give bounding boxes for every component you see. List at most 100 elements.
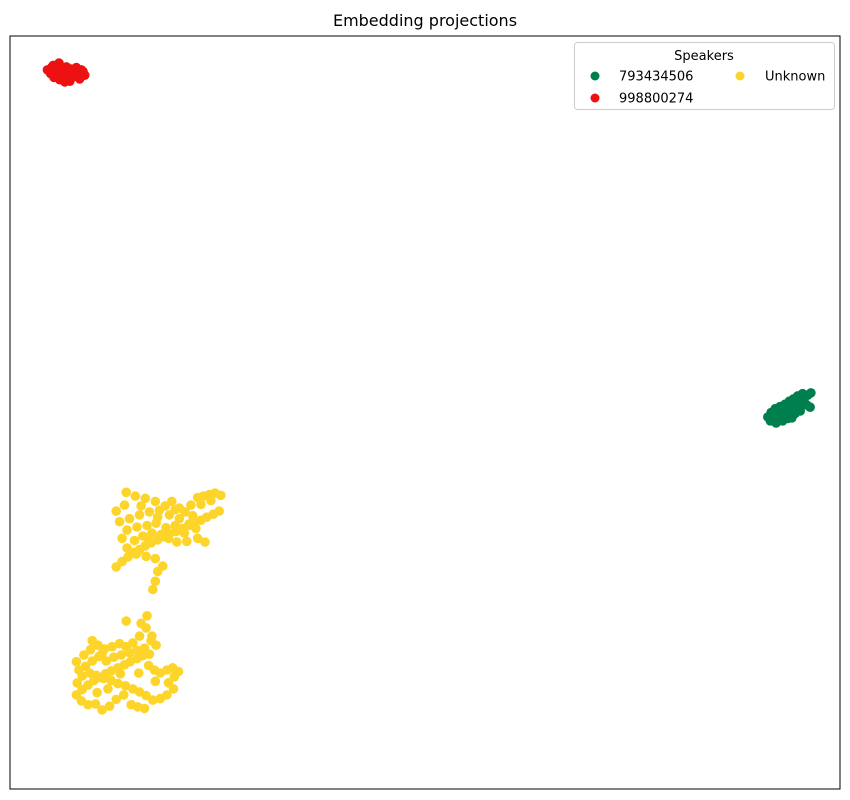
point-unknown bbox=[192, 533, 203, 544]
point-unknown bbox=[156, 529, 166, 540]
point-unknown bbox=[87, 635, 97, 646]
point-unknown bbox=[167, 496, 177, 507]
point-unknown bbox=[121, 487, 131, 498]
point-unknown bbox=[118, 690, 129, 700]
point-793434506 bbox=[795, 406, 805, 416]
point-unknown bbox=[142, 611, 152, 621]
point-unknown bbox=[146, 635, 156, 646]
point-unknown bbox=[124, 647, 135, 658]
point-unknown bbox=[152, 566, 163, 577]
point-998800274 bbox=[78, 66, 88, 77]
point-unknown bbox=[150, 676, 161, 687]
point-unknown bbox=[164, 510, 175, 520]
point-unknown bbox=[85, 644, 96, 655]
point-unknown bbox=[115, 669, 126, 679]
point-unknown bbox=[170, 520, 180, 531]
point-unknown bbox=[148, 584, 158, 595]
point-unknown bbox=[109, 652, 119, 662]
point-unknown bbox=[101, 656, 112, 666]
point-unknown bbox=[71, 656, 82, 667]
data-points-layer bbox=[42, 58, 816, 715]
point-793434506 bbox=[806, 388, 816, 398]
point-unknown bbox=[103, 684, 113, 694]
point-unknown bbox=[216, 490, 226, 501]
point-unknown bbox=[150, 496, 161, 507]
point-unknown bbox=[72, 678, 82, 688]
legend-label-unknown: Unknown bbox=[765, 70, 825, 85]
point-unknown bbox=[152, 512, 163, 522]
point-unknown bbox=[104, 701, 115, 711]
point-unknown bbox=[97, 648, 107, 659]
point-unknown bbox=[142, 520, 152, 531]
point-unknown bbox=[161, 522, 171, 533]
point-unknown bbox=[84, 668, 95, 678]
point-793434506 bbox=[799, 393, 810, 404]
point-998800274 bbox=[65, 76, 75, 86]
point-unknown bbox=[116, 650, 126, 660]
point-unknown bbox=[168, 684, 179, 694]
point-793434506 bbox=[805, 402, 815, 413]
point-unknown bbox=[140, 493, 151, 504]
point-unknown bbox=[134, 631, 145, 641]
point-unknown bbox=[206, 495, 216, 506]
legend-title: Speakers bbox=[674, 49, 734, 64]
point-unknown bbox=[182, 536, 192, 547]
legend-box bbox=[574, 42, 835, 110]
point-793434506 bbox=[787, 413, 797, 423]
point-unknown bbox=[150, 553, 161, 564]
point-unknown bbox=[106, 675, 117, 686]
point-unknown bbox=[174, 503, 185, 513]
point-unknown bbox=[139, 703, 150, 714]
plot-area-frame bbox=[9, 35, 841, 790]
point-unknown bbox=[79, 650, 89, 660]
legend-label-998800274: 998800274 bbox=[619, 92, 693, 107]
point-998800274 bbox=[69, 68, 80, 79]
point-unknown bbox=[99, 673, 109, 684]
legend-label-793434506: 793434506 bbox=[619, 70, 693, 85]
point-unknown bbox=[136, 618, 146, 629]
point-unknown bbox=[187, 510, 198, 521]
point-unknown bbox=[111, 694, 121, 705]
legend-marker-998800274 bbox=[590, 93, 600, 103]
point-unknown bbox=[129, 535, 140, 546]
point-unknown bbox=[92, 687, 102, 698]
point-unknown bbox=[77, 671, 87, 681]
point-793434506 bbox=[776, 407, 786, 418]
point-unknown bbox=[169, 672, 180, 682]
point-unknown bbox=[83, 699, 93, 710]
point-unknown bbox=[136, 501, 146, 511]
point-unknown bbox=[179, 528, 190, 538]
legend-marker-unknown bbox=[735, 71, 745, 81]
legend-marker-793434506 bbox=[590, 71, 600, 81]
point-unknown bbox=[132, 645, 142, 656]
point-unknown bbox=[143, 532, 153, 543]
point-unknown bbox=[191, 523, 201, 534]
point-unknown bbox=[141, 551, 151, 562]
point-unknown bbox=[124, 513, 135, 524]
point-unknown bbox=[107, 641, 117, 652]
point-unknown bbox=[163, 533, 174, 544]
point-unknown bbox=[97, 705, 107, 715]
point-unknown bbox=[200, 537, 210, 547]
point-unknown bbox=[133, 668, 144, 678]
point-unknown bbox=[130, 491, 141, 501]
point-unknown bbox=[128, 684, 138, 694]
point-unknown bbox=[122, 543, 132, 553]
legend: Speakers 793434506 998800274 Unknown bbox=[574, 42, 835, 110]
point-unknown bbox=[114, 638, 125, 649]
chart-title: Embedding projections bbox=[333, 11, 517, 30]
point-unknown bbox=[172, 537, 182, 547]
point-unknown bbox=[111, 506, 121, 516]
point-unknown bbox=[150, 576, 161, 586]
point-unknown bbox=[117, 533, 127, 544]
point-unknown bbox=[196, 499, 206, 510]
point-unknown bbox=[90, 699, 101, 709]
point-unknown bbox=[122, 525, 132, 535]
point-unknown bbox=[120, 681, 131, 691]
point-unknown bbox=[119, 500, 130, 510]
point-unknown bbox=[155, 693, 165, 704]
point-unknown bbox=[214, 506, 224, 516]
point-unknown bbox=[132, 522, 142, 532]
point-unknown bbox=[131, 549, 141, 559]
